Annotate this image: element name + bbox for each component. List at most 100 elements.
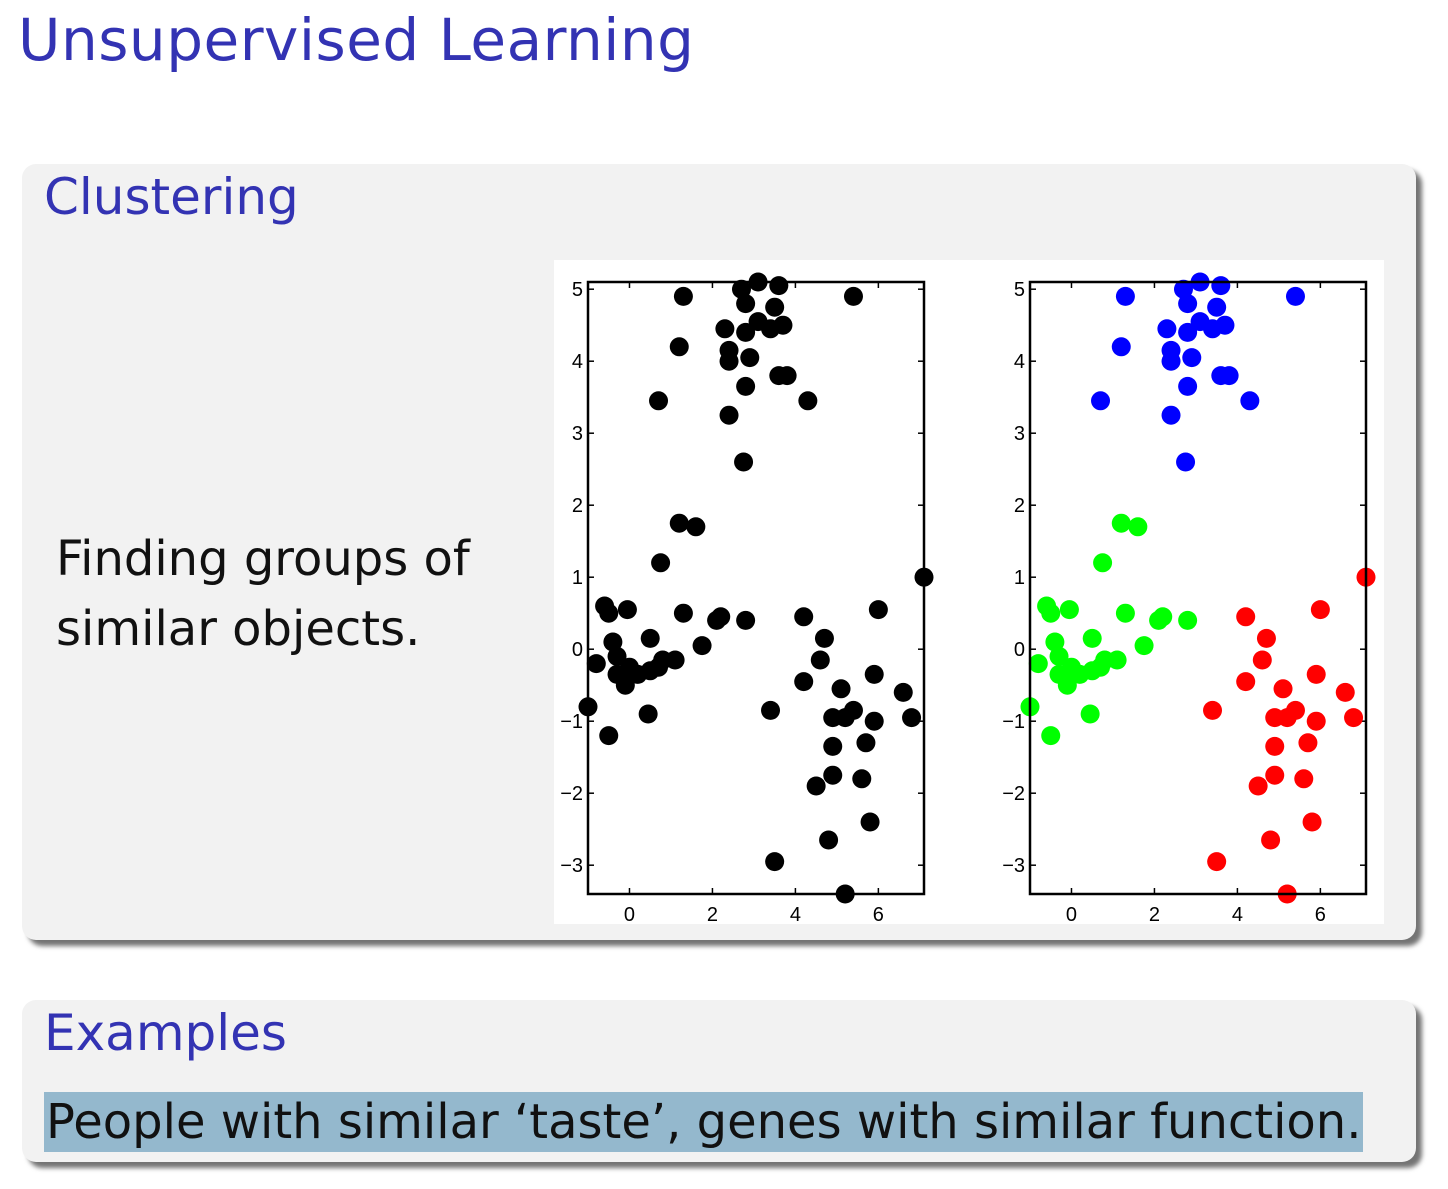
data-point xyxy=(1236,672,1255,691)
data-point xyxy=(869,600,888,619)
x-tick-label: 6 xyxy=(1315,904,1326,924)
data-point xyxy=(773,316,792,335)
data-point xyxy=(1311,600,1330,619)
data-point xyxy=(1178,377,1197,396)
data-point xyxy=(1041,726,1060,745)
y-tick-label: 3 xyxy=(1014,423,1025,445)
y-tick-label: −1 xyxy=(1002,711,1025,733)
data-point xyxy=(1253,651,1272,670)
data-point xyxy=(670,337,689,356)
y-tick-label: 5 xyxy=(572,279,583,301)
data-point xyxy=(852,769,871,788)
y-tick-label: 4 xyxy=(572,351,583,373)
scatter-plots: 0 2 4 6 −3 −2 −1 0 1 2 3 4 5 0 2 4 6 −3 −2 −1 0 1 2 3 4 5 xyxy=(554,260,1384,924)
y-tick-label: 1 xyxy=(572,567,583,589)
x-tick-label: 0 xyxy=(1066,904,1077,924)
y-tick-label: 0 xyxy=(1014,639,1025,661)
data-point xyxy=(832,679,851,698)
y-tick-label: −2 xyxy=(560,783,583,805)
examples-highlighted-text: People with similar ‘taste’, genes with … xyxy=(44,1092,1363,1152)
data-point xyxy=(736,323,755,342)
data-point xyxy=(798,391,817,410)
data-point xyxy=(1176,453,1195,472)
data-point xyxy=(618,600,637,619)
data-point xyxy=(761,701,780,720)
x-tick-label: 0 xyxy=(624,904,635,924)
data-point xyxy=(856,733,875,752)
data-point xyxy=(1303,813,1322,832)
data-point xyxy=(1178,611,1197,630)
data-point xyxy=(1207,298,1226,317)
data-point xyxy=(649,391,668,410)
data-point xyxy=(1182,348,1201,367)
x-tick-label: 6 xyxy=(873,904,884,924)
data-point xyxy=(693,636,712,655)
y-tick-label: 5 xyxy=(1014,279,1025,301)
data-point xyxy=(715,319,734,338)
data-point xyxy=(1093,553,1112,572)
data-point xyxy=(778,366,797,385)
data-point xyxy=(819,831,838,850)
description-line-1: Finding groups of xyxy=(56,524,470,594)
data-point xyxy=(794,672,813,691)
y-tick-label: −1 xyxy=(560,711,583,733)
data-point xyxy=(1249,777,1268,796)
data-point xyxy=(1236,607,1255,626)
series-3 xyxy=(1203,568,1375,904)
data-point xyxy=(865,712,884,731)
x-tick-label: 2 xyxy=(707,904,718,924)
axes-frame xyxy=(1030,282,1366,894)
clustering-block: Clustering Finding groups of similar obj… xyxy=(22,164,1416,940)
data-point xyxy=(686,517,705,536)
data-point xyxy=(844,287,863,306)
y-tick-label: −2 xyxy=(1002,783,1025,805)
data-point xyxy=(1058,676,1077,695)
y-tick-label: 2 xyxy=(572,495,583,517)
data-point xyxy=(674,287,693,306)
data-point xyxy=(1307,712,1326,731)
data-point xyxy=(734,453,753,472)
description-line-2: similar objects. xyxy=(56,594,470,664)
examples-block: Examples People with similar ‘taste’, ge… xyxy=(22,1000,1416,1162)
data-point xyxy=(1081,705,1100,724)
data-point xyxy=(1029,654,1048,673)
data-point xyxy=(765,852,784,871)
y-tick-label: 4 xyxy=(1014,351,1025,373)
data-point xyxy=(1116,604,1135,623)
data-point xyxy=(740,348,759,367)
data-point xyxy=(1135,636,1154,655)
y-tick-label: −3 xyxy=(560,855,583,877)
series-2 xyxy=(1021,514,1198,745)
data-point xyxy=(1041,604,1060,623)
data-point xyxy=(823,737,842,756)
data-point xyxy=(736,294,755,313)
data-point xyxy=(1307,665,1326,684)
data-point xyxy=(670,514,689,533)
data-point xyxy=(823,766,842,785)
data-point xyxy=(1274,679,1293,698)
data-point xyxy=(641,629,660,648)
data-point xyxy=(1336,683,1355,702)
data-point xyxy=(765,298,784,317)
data-point xyxy=(1278,708,1297,727)
data-point xyxy=(1153,607,1172,626)
data-point xyxy=(639,705,658,724)
data-point xyxy=(1294,769,1313,788)
data-point xyxy=(587,654,606,673)
series-1 xyxy=(1091,273,1305,472)
data-point xyxy=(807,777,826,796)
data-point xyxy=(1220,366,1239,385)
y-tick-label: 2 xyxy=(1014,495,1025,517)
data-point xyxy=(769,276,788,295)
data-point xyxy=(811,651,830,670)
data-point xyxy=(1108,651,1127,670)
data-point xyxy=(720,352,739,371)
data-point xyxy=(1211,276,1230,295)
data-point xyxy=(1112,337,1131,356)
data-point xyxy=(1257,629,1276,648)
y-tick-label: 3 xyxy=(572,423,583,445)
data-point xyxy=(1298,733,1317,752)
y-tick-label: −3 xyxy=(1002,855,1025,877)
data-point xyxy=(1083,629,1102,648)
scatter-plot-1: 0 2 4 6 −3 −2 −1 0 1 2 3 4 5 xyxy=(560,273,933,925)
